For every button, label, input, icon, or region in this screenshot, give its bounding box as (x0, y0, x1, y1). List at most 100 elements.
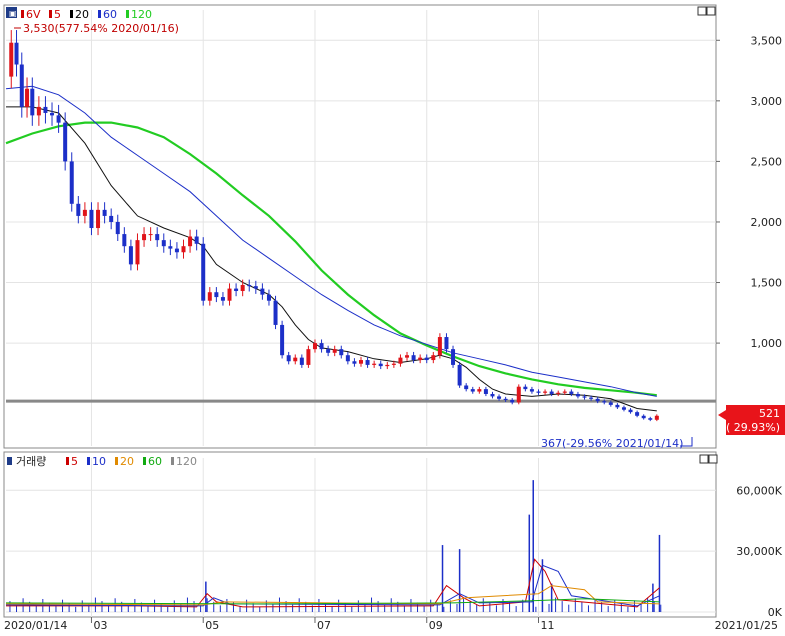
price-candle-body (654, 415, 659, 420)
price-candle-body (253, 286, 258, 289)
price-candle-body (490, 393, 495, 397)
price-candle-body (260, 288, 265, 295)
price-candle-body (273, 300, 278, 325)
price-candle-body (135, 240, 140, 265)
legend-swatch (87, 457, 90, 465)
price-candle-body (516, 386, 521, 403)
price-candle-body (293, 357, 298, 362)
x-tick-label: 07 (317, 619, 331, 632)
volume-legend-marker (7, 457, 12, 465)
legend-swatch (98, 10, 101, 18)
price-candle-body (556, 392, 561, 394)
price-candle-body (109, 215, 114, 222)
price-candle-body (549, 391, 554, 394)
price-candle-body (299, 357, 304, 365)
price-candle-body (240, 284, 245, 292)
ma60-line (5, 85, 657, 397)
chart-type-icon-glyph: ▣ (9, 9, 17, 18)
price-candle-body (306, 349, 311, 365)
price-grid (6, 10, 716, 446)
price-candle-body (36, 106, 41, 116)
legend-swatch (171, 457, 174, 465)
volume-y-tick-label: 0K (768, 606, 783, 619)
price-candle-body (89, 209, 94, 229)
price-candle-body (14, 42, 19, 65)
price-candle-body (247, 284, 252, 287)
volume-maximize-icon[interactable] (699, 454, 709, 464)
price-candle-body (621, 407, 626, 410)
volume-y-tick-label: 60,000K (736, 484, 782, 497)
legend-label: 6V (26, 8, 41, 21)
price-candle-body (9, 42, 14, 77)
price-candle-body (405, 355, 410, 358)
maximize-panel-icon[interactable] (697, 6, 707, 16)
price-candle-body (641, 415, 646, 419)
price-candle-body (635, 412, 640, 416)
price-candle-body (50, 112, 55, 116)
chart-type-icon[interactable] (6, 7, 17, 18)
volume-grid (6, 458, 716, 617)
price-candle-body (562, 391, 567, 393)
price-candle-body (326, 349, 331, 353)
price-candle-body (569, 391, 574, 394)
price-candle-body (411, 355, 416, 361)
price-candle-body (457, 364, 462, 386)
price-candle-body (174, 248, 179, 253)
legend-swatch (143, 457, 146, 465)
x-tick-label: 2020/01/14 (4, 619, 67, 632)
price-candle-body (69, 161, 74, 204)
price-candle-body (510, 400, 515, 403)
price-candle-body (19, 64, 24, 107)
price-candle-body (648, 418, 653, 420)
price-candle-body (194, 236, 199, 244)
price-candle-body (155, 234, 160, 241)
price-candle-body (628, 409, 633, 413)
price-candle-body (595, 398, 600, 402)
legend-label: 120 (131, 8, 152, 21)
price-candle-body (523, 386, 528, 390)
volume-series (5, 480, 662, 612)
price-y-tick-label: 2,500 (751, 155, 783, 168)
volume-panel-frame (3, 451, 717, 618)
price-candle-body (543, 391, 548, 393)
price-candle-body (234, 288, 239, 292)
price-candle-body (220, 297, 225, 301)
legend-swatch (49, 10, 52, 18)
price-candle-body (214, 292, 219, 298)
current-price-value: 521 (759, 407, 780, 420)
volume-close-icon[interactable] (708, 454, 718, 464)
price-candle-body (372, 363, 377, 365)
volume-legend-title: 거래량 (16, 455, 46, 468)
legend-label: 20 (75, 8, 89, 21)
x-axis: 2020/01/14 03 05 07 09 11 2021/01/25 (4, 617, 778, 632)
price-y-tick-label: 1,000 (751, 337, 783, 350)
price-candle-body (385, 364, 390, 367)
volume-y-tick-label: 30,000K (736, 545, 782, 558)
current-price-pointer-icon (718, 410, 726, 420)
legend-swatch (115, 457, 118, 465)
price-candle-body (207, 292, 212, 301)
volume-ma60-line (5, 598, 660, 605)
price-candle-body (43, 106, 48, 113)
price-panel-frame (3, 4, 717, 449)
price-candle-body (582, 396, 587, 398)
price-candle-body (497, 396, 502, 399)
price-candle-body (608, 402, 613, 405)
price-candle-body (589, 397, 594, 399)
price-candle-body (536, 391, 541, 393)
legend-label: 60 (148, 455, 162, 468)
price-candle-body (391, 363, 396, 365)
price-candle-body (464, 385, 469, 390)
legend-label: 60 (103, 8, 117, 21)
price-candle-body (102, 209, 107, 216)
x-tick-label: 05 (205, 619, 219, 632)
legend-swatch (126, 10, 129, 18)
high-annotation: 3,530(577.54% 2020/01/16) (23, 22, 179, 35)
price-candle-body (365, 360, 370, 365)
price-candle-body (529, 389, 534, 392)
price-candle-body (56, 115, 61, 123)
price-candle-body (424, 357, 429, 361)
close-panel-icon[interactable] (706, 6, 716, 16)
